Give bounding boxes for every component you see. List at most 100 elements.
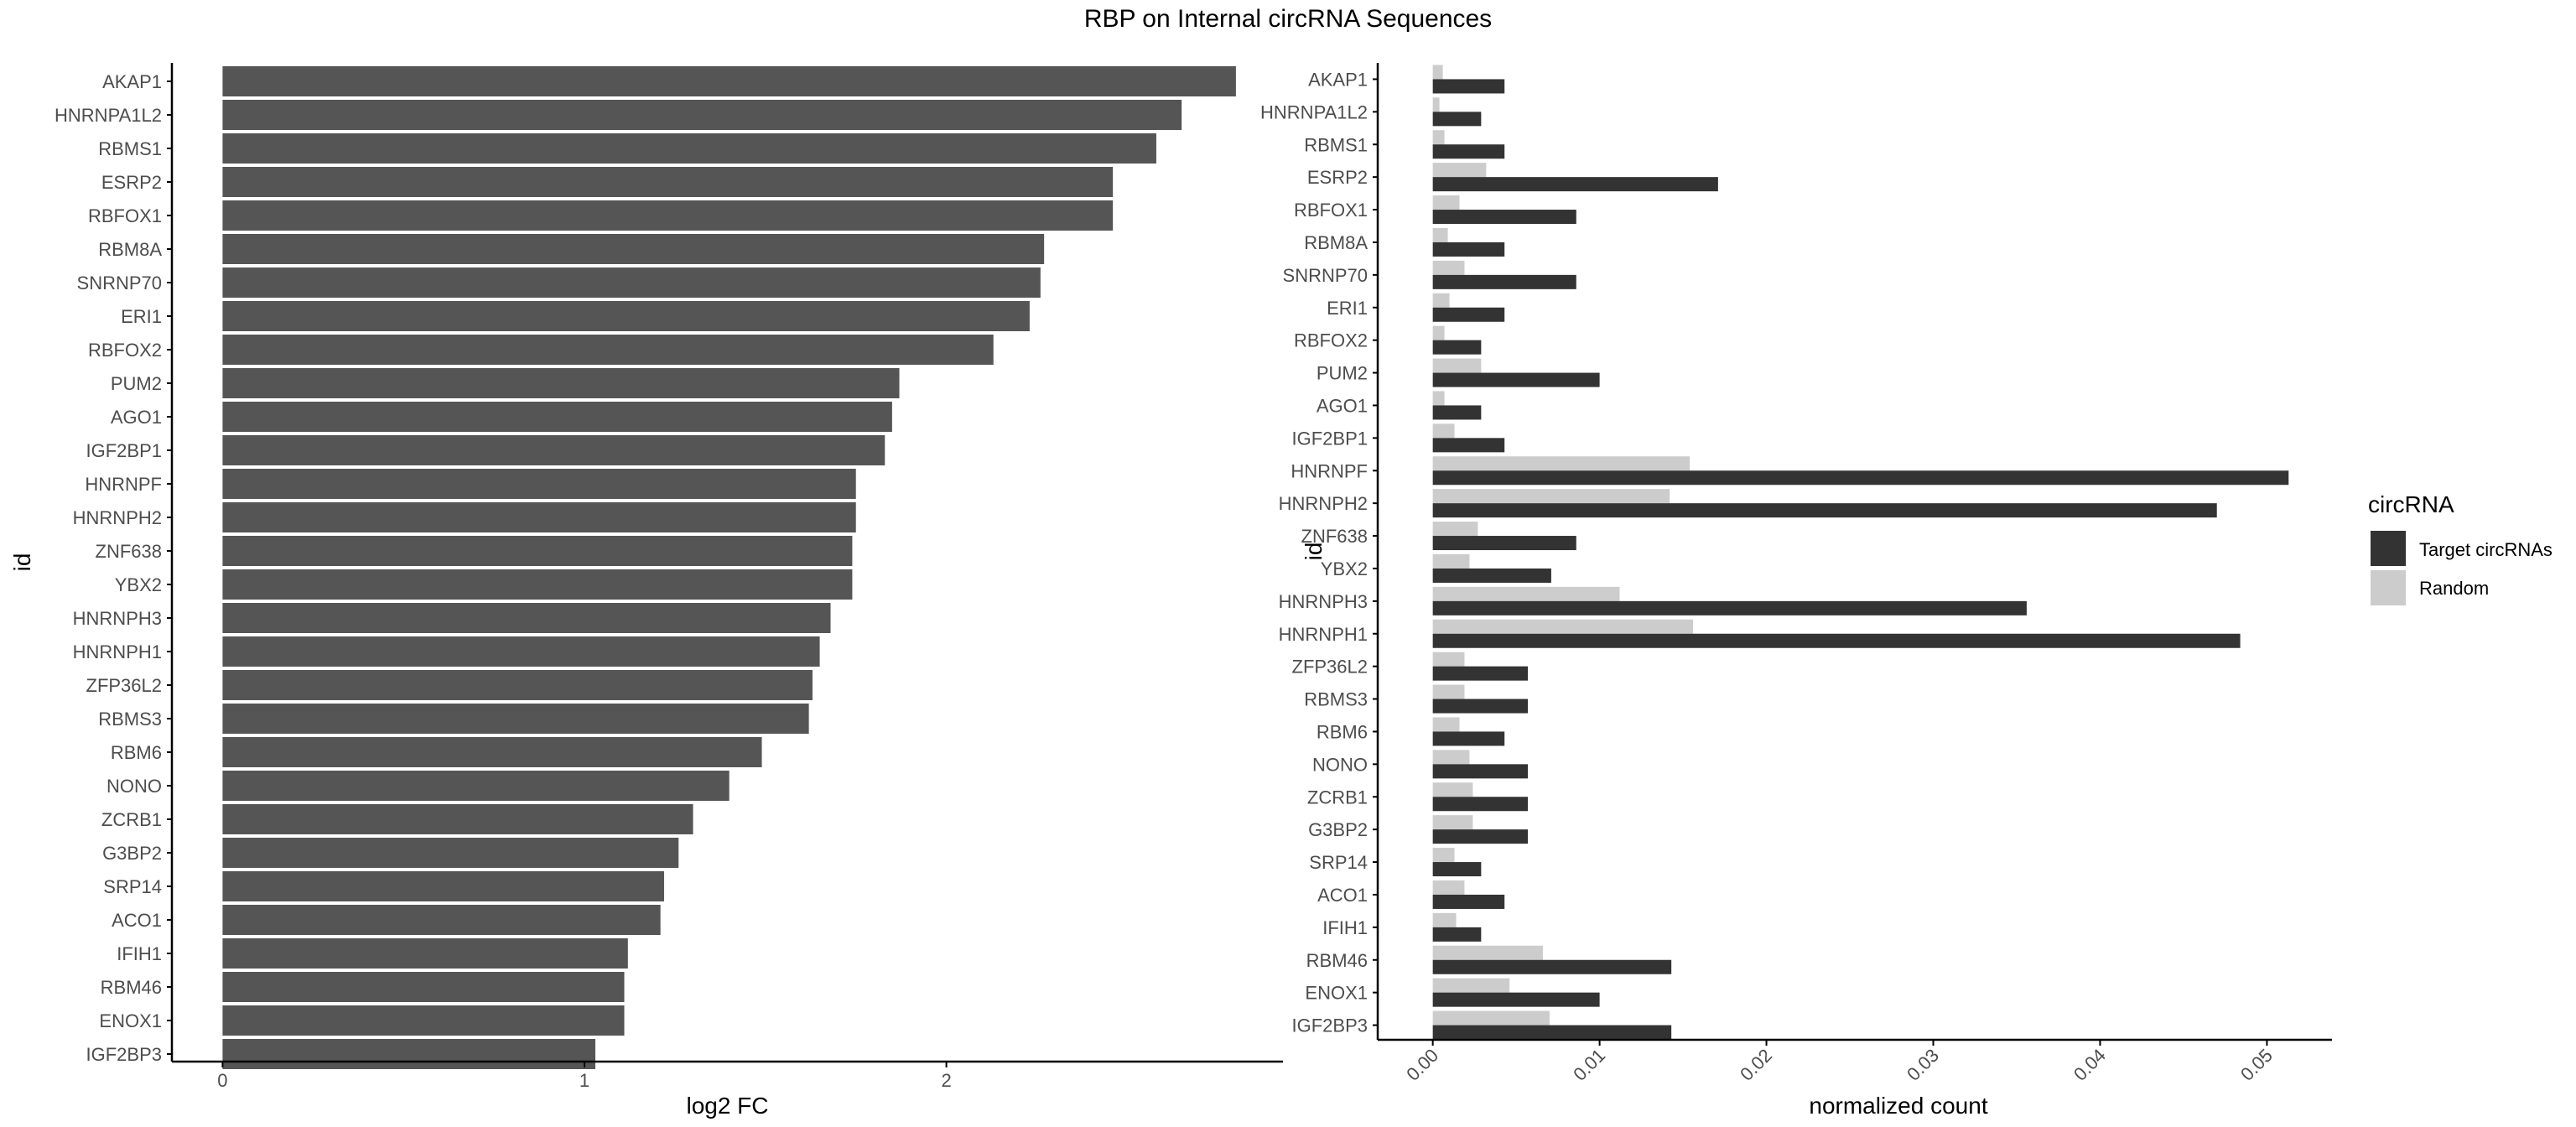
bar-random-aco1 (1432, 880, 1465, 895)
bar-hnrnph3 (222, 603, 831, 633)
y-tick-label-zfp36l2: ZFP36L2 (1292, 657, 1368, 678)
bar-enox1 (222, 1005, 625, 1036)
bar-target-srp14 (1432, 862, 1482, 877)
bar-zcrb1 (222, 804, 693, 834)
y-tick-label-nono: NONO (106, 776, 162, 797)
bar-target-hnrnph3 (1432, 600, 2027, 615)
y-axis-title: id (1301, 543, 1327, 561)
legend-label-random: Random (2419, 578, 2489, 599)
bar-target-hnrnph1 (1432, 633, 2241, 648)
bar-target-g3bp2 (1432, 829, 1529, 844)
bar-rbms1 (222, 133, 1156, 164)
bar-target-igf2bp1 (1432, 438, 1505, 453)
bar-random-zcrb1 (1432, 782, 1473, 797)
bar-random-rbms3 (1432, 684, 1465, 699)
y-tick-label-igf2bp1: IGF2BP1 (86, 440, 162, 461)
bar-ago1 (222, 402, 892, 432)
y-tick-label-nono: NONO (1312, 754, 1368, 775)
y-tick-label-g3bp2: G3BP2 (102, 843, 162, 864)
bar-hnrnph2 (222, 502, 856, 532)
y-tick-label-zfp36l2: ZFP36L2 (86, 675, 163, 696)
bar-target-zcrb1 (1432, 797, 1529, 812)
bar-rbm6 (222, 737, 762, 767)
x-tick-label-2: 2 (941, 1070, 951, 1091)
bar-hnrnpf (222, 469, 856, 499)
bar-target-rbm6 (1432, 731, 1505, 746)
bar-random-srp14 (1432, 848, 1455, 863)
bar-target-ago1 (1432, 405, 1482, 420)
y-tick-label-srp14: SRP14 (103, 876, 162, 897)
y-tick-label-rbms1: RBMS1 (98, 138, 162, 159)
y-tick-label-rbms1: RBMS1 (1304, 134, 1368, 155)
y-tick-label-zcrb1: ZCRB1 (1307, 787, 1368, 808)
y-tick-label-eri1: ERI1 (121, 306, 162, 327)
bar-rbm8a (222, 234, 1045, 264)
y-tick-label-aco1: ACO1 (112, 910, 162, 931)
bar-rbms3 (222, 704, 809, 734)
y-tick-label-ybx2: YBX2 (115, 574, 162, 595)
y-tick-label-hnrnpa1l2: HNRNPA1L2 (55, 105, 162, 126)
y-tick-label-rbm6: RBM6 (111, 742, 162, 763)
bar-target-rbms3 (1432, 699, 1529, 714)
chart-title: RBP on Internal circRNA Sequences (1084, 5, 1492, 33)
x-axis-title: log2 FC (686, 1093, 768, 1119)
y-tick-label-znf638: ZNF638 (96, 541, 162, 562)
bar-ifih1 (222, 938, 628, 969)
bar-target-znf638 (1432, 536, 1576, 551)
y-tick-label-hnrnph1: HNRNPH1 (1279, 624, 1368, 645)
bar-akap1 (222, 66, 1236, 96)
bar-znf638 (222, 536, 853, 566)
bar-random-eri1 (1432, 293, 1450, 308)
bar-nono (222, 771, 730, 801)
y-tick-label-zcrb1: ZCRB1 (101, 809, 162, 830)
bar-pum2 (222, 368, 900, 398)
bar-random-snrnp70 (1432, 260, 1465, 275)
bar-target-hnrnpf (1432, 470, 2289, 486)
bar-random-hnrnpa1l2 (1432, 97, 1440, 112)
bar-esrp2 (222, 167, 1114, 197)
y-tick-label-hnrnph3: HNRNPH3 (1279, 591, 1368, 612)
y-tick-label-znf638: ZNF638 (1301, 526, 1368, 547)
bar-target-ifih1 (1432, 927, 1482, 942)
bar-target-snrnp70 (1432, 274, 1576, 289)
y-tick-label-rbm46: RBM46 (1306, 950, 1368, 971)
bar-random-rbm46 (1432, 945, 1543, 960)
y-tick-label-srp14: SRP14 (1309, 852, 1368, 873)
bar-aco1 (222, 905, 661, 935)
bar-target-hnrnph2 (1432, 503, 2217, 518)
bar-random-nono (1432, 750, 1470, 765)
bar-zfp36l2 (222, 670, 813, 700)
y-tick-label-ago1: AGO1 (111, 407, 162, 428)
bar-target-rbm8a (1432, 242, 1505, 257)
bar-g3bp2 (222, 838, 679, 868)
y-tick-label-akap1: AKAP1 (1308, 69, 1368, 90)
y-tick-label-hnrnph3: HNRNPH3 (73, 608, 162, 629)
y-tick-label-rbms3: RBMS3 (1304, 689, 1368, 710)
bar-rbfox1 (222, 200, 1114, 231)
bar-target-aco1 (1432, 894, 1505, 909)
bar-target-zfp36l2 (1432, 666, 1529, 681)
bar-target-hnrnpa1l2 (1432, 112, 1482, 127)
bar-target-akap1 (1432, 79, 1505, 94)
bar-snrnp70 (222, 267, 1041, 298)
x-tick-label-0: 0 (217, 1070, 227, 1091)
bar-random-akap1 (1432, 65, 1443, 80)
bar-random-ybx2 (1432, 553, 1470, 569)
bar-target-ybx2 (1432, 568, 1551, 583)
y-tick-label-ifih1: IFIH1 (1322, 917, 1368, 938)
y-tick-label-pum2: PUM2 (1317, 363, 1368, 384)
legend-key-random (2371, 570, 2406, 605)
x-axis-title: normalized count (1809, 1093, 1987, 1119)
legend: circRNA Target circRNAs Random (2368, 491, 2553, 605)
bar-random-znf638 (1432, 522, 1478, 537)
bar-random-pum2 (1432, 358, 1482, 373)
bar-target-nono (1432, 764, 1529, 779)
bar-target-esrp2 (1432, 177, 1718, 192)
y-tick-label-hnrnpf: HNRNPF (85, 474, 162, 495)
log2fc-bar-panel: AKAP1 HNRNPA1L2 RBMS1 ESRP2 RBFOX1 RBM8A SNRNP… (9, 63, 1283, 1119)
y-tick-label-rbfox2: RBFOX2 (88, 340, 162, 361)
bar-random-igf2bp3 (1432, 1010, 1550, 1026)
bar-random-zfp36l2 (1432, 652, 1465, 667)
bar-target-rbms1 (1432, 144, 1505, 159)
